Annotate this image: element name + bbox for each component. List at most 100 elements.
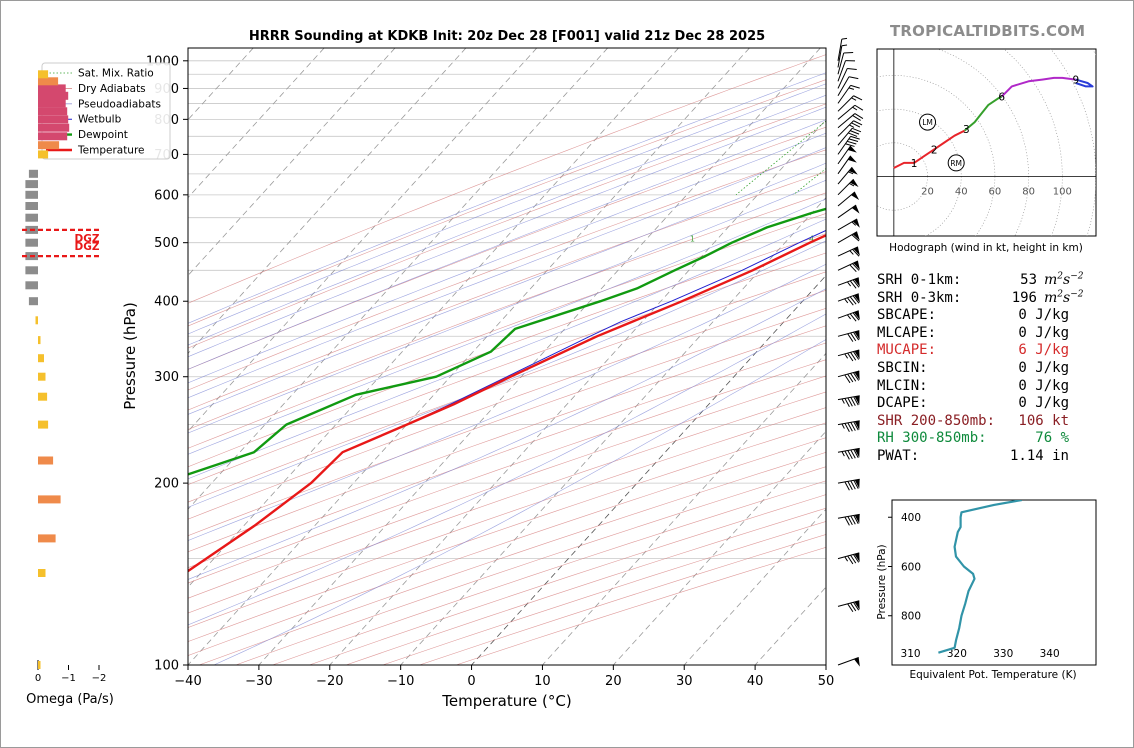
moist-adiabat (188, 83, 826, 335)
mixing-ratio-line (735, 120, 826, 196)
dry-adiabat (188, 213, 826, 449)
omega-bar (25, 180, 38, 189)
wind-barb (837, 447, 860, 460)
stat-label: RH 300-850mb: (877, 430, 987, 447)
wind-barb (837, 120, 863, 137)
wind-barb (837, 231, 860, 244)
stat-value: 0 J/kg (1018, 395, 1069, 412)
x-tick-label: 10 (534, 674, 551, 689)
skewt-plot-frame (187, 47, 827, 666)
hodograph-height-label: 3 (963, 124, 970, 136)
omega-x-tick-label: 0 (35, 673, 41, 684)
moist-adiabat (188, 218, 826, 480)
stat-row: MUCAPE: 6 J/kg (877, 342, 1107, 360)
omega-bar (38, 77, 59, 86)
omega-bar (38, 420, 49, 429)
dry-adiabat (188, 325, 826, 553)
omega-bar (38, 354, 44, 363)
moist-adiabat (188, 119, 826, 370)
wind-barb (837, 135, 860, 155)
y-tick-label: 100 (154, 659, 179, 674)
isotherm (542, 352, 826, 665)
dry-adiabat (188, 126, 826, 370)
moist-adiabat (188, 240, 826, 508)
moist-adiabat (213, 339, 826, 665)
wind-barb (837, 260, 860, 273)
wind-barb (837, 166, 858, 185)
theta-e-line (938, 500, 1022, 654)
theta-e-frame (891, 499, 1097, 666)
moist-adiabat (188, 132, 826, 384)
omega-bar (25, 213, 38, 222)
y-tick-label: 400 (154, 295, 179, 310)
hodograph-segment (893, 129, 966, 169)
omega-bar (38, 336, 41, 345)
omega-x-tick-label: −2 (92, 673, 107, 684)
dry-adiabat (188, 342, 826, 568)
wind-barb (837, 246, 860, 257)
stat-label: MLCAPE: (877, 324, 937, 341)
wind-barb (837, 513, 860, 526)
legend-entry: Dewpoint (78, 129, 128, 141)
stat-label: MLCIN: (877, 377, 928, 394)
dry-adiabat (188, 308, 826, 537)
stat-value: 1.14 in (1009, 447, 1069, 464)
stat-value: 6 J/kg (1018, 342, 1069, 359)
wind-barb (837, 478, 860, 491)
omega-x-label: Omega (Pa/s) (26, 692, 114, 707)
theta-e-x-tick-label: 320 (947, 648, 967, 660)
theta-e-x-tick-label: 340 (1040, 648, 1060, 660)
moist-adiabat (188, 288, 826, 580)
wind-barbs (837, 37, 864, 667)
stat-label: SBCAPE: (877, 307, 937, 324)
stat-value: 196 (1011, 289, 1037, 306)
wind-barb (837, 191, 860, 207)
wind-barb (837, 218, 860, 231)
wind-barb (837, 155, 857, 175)
wind-barb (837, 552, 860, 565)
omega-bar (28, 297, 38, 306)
wind-barb (837, 178, 859, 196)
omega-bar (38, 99, 66, 108)
x-tick-label: −10 (387, 674, 414, 689)
wind-barb (837, 349, 860, 362)
dry-adiabat (188, 290, 826, 520)
skewt-x-label: Temperature (°C) (441, 692, 571, 710)
wind-barb (837, 420, 860, 432)
dry-adiabat (188, 171, 826, 411)
theta-e-x-label: Equivalent Pot. Temperature (K) (909, 669, 1076, 681)
omega-bar (38, 84, 66, 93)
skewt-title: HRRR Sounding at KDKB Init: 20z Dec 28 [… (249, 29, 765, 44)
wind-barb (837, 113, 864, 129)
stat-row: MLCIN: 0 J/kg (877, 378, 1107, 396)
wind-barb (837, 76, 859, 97)
dry-adiabat (188, 271, 826, 503)
hodograph-height-label: 2 (931, 144, 938, 156)
theta-e-y-tick-label: 800 (901, 611, 921, 623)
legend-entry: Wetbulb (78, 114, 122, 126)
hodograph-height-label: 1 (911, 158, 918, 170)
wind-barb (837, 44, 848, 68)
stat-row: SRH 0-3km: m2s−2 196 (877, 289, 1107, 308)
hodograph-segment (1000, 76, 1076, 98)
wind-barb (837, 204, 860, 219)
stat-row: DCAPE: 0 J/kg (877, 395, 1107, 413)
wind-barb (837, 293, 860, 306)
stat-value: 0 J/kg (1018, 359, 1069, 376)
x-tick-label: −40 (174, 674, 201, 689)
dry-adiabat (188, 149, 826, 391)
temperature-line (188, 233, 826, 573)
stat-unit: m2s−2 (1044, 271, 1084, 288)
theta-e-y-label: Pressure (hPa) (876, 544, 888, 619)
omega-bar (38, 534, 56, 543)
stat-value: 106 kt (1018, 412, 1069, 429)
dry-adiabat (188, 79, 826, 327)
hodograph-ring-label: 100 (1053, 187, 1072, 198)
x-tick-label: 30 (676, 674, 693, 689)
omega-bar (25, 202, 38, 210)
dgz-label: DGZ (75, 233, 100, 245)
theta-e-x-tick-label: 330 (993, 648, 1013, 660)
stat-label: SRH 0-1km: (877, 272, 962, 288)
legend-entry: Temperature (77, 145, 145, 157)
isotherm (329, 119, 826, 665)
